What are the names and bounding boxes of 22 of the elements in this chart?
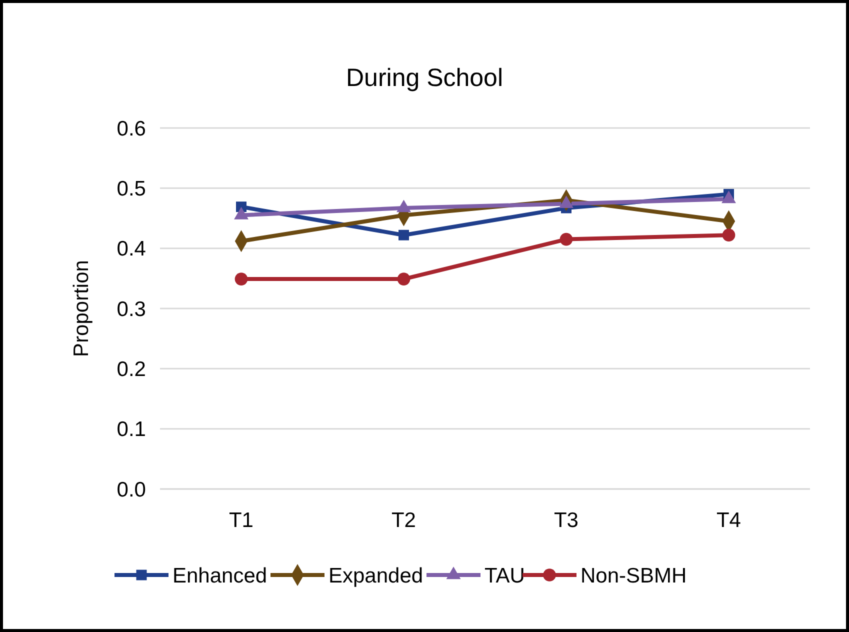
y-tick-label: 0.1 — [116, 418, 146, 442]
y-tick-label: 0.3 — [116, 298, 146, 321]
y-tick-label: 0.5 — [116, 178, 146, 201]
x-tick-label: T3 — [554, 509, 579, 532]
legend-label: Enhanced — [172, 564, 268, 588]
point — [234, 272, 248, 286]
legend-label: Non-SBMH — [580, 564, 687, 588]
y-tick-label: 0.0 — [116, 478, 146, 502]
y-tick-label: 0.2 — [116, 358, 146, 382]
x-tick-label: T1 — [228, 509, 254, 532]
y-tick-label: 0.6 — [116, 117, 146, 140]
point — [560, 232, 573, 246]
legend-label: TAU — [484, 564, 525, 588]
chart-title: During School — [346, 64, 504, 92]
point — [398, 230, 409, 240]
y-tick-label: 0.4 — [116, 238, 146, 261]
y-axis-title: Proportion — [70, 260, 93, 357]
point — [722, 228, 736, 242]
x-tick-label: T4 — [716, 509, 742, 532]
legend-label: Expanded — [328, 564, 424, 588]
point — [397, 272, 410, 286]
x-tick-label: T2 — [391, 509, 416, 532]
